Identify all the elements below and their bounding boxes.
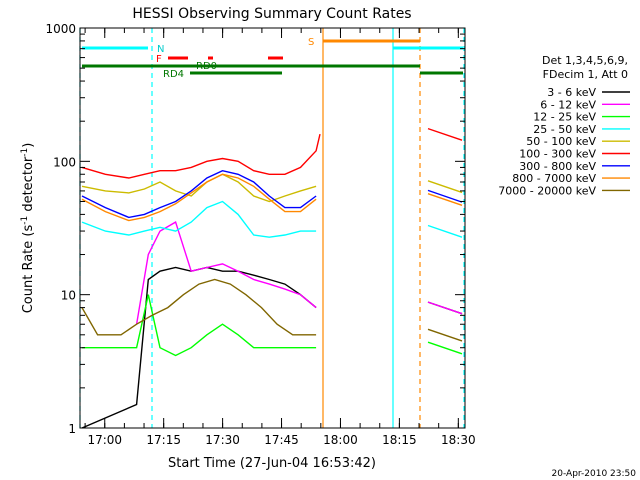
series-1 <box>135 221 463 325</box>
annotation-RD0: RD0 <box>196 61 217 72</box>
series-late-segment <box>427 193 463 206</box>
series-line <box>81 266 317 429</box>
footer-date: 20-Apr-2010 23:50 <box>552 469 637 479</box>
series-late-segment <box>427 180 463 194</box>
series-line <box>81 173 317 222</box>
legend-header-1: Det 1,3,4,5,6,9, <box>542 54 628 67</box>
x-tick-label: 17:00 <box>87 433 122 447</box>
y-axis-label: Count Rate (s-1 detector-1) <box>20 143 36 314</box>
annotation-RD4: RD4 <box>163 69 184 80</box>
series-3 <box>81 200 463 238</box>
x-axis-label: Start Time (27-Jun-04 16:53:42) <box>168 456 376 471</box>
legend: Det 1,3,4,5,6,9, FDecim 1, Att 0 3 - 6 k… <box>498 54 630 197</box>
chart-title: HESSI Observing Summary Count Rates <box>132 6 411 22</box>
y-tick-label: 1 <box>68 422 76 436</box>
legend-label: 50 - 100 keV <box>526 135 596 148</box>
series-late-segment <box>427 127 463 141</box>
y-tick-label: 10 <box>61 289 76 303</box>
x-tick-label: 18:00 <box>323 433 358 447</box>
legend-header-2: FDecim 1, Att 0 <box>543 68 628 81</box>
series-line <box>135 221 317 325</box>
series-late-segment <box>427 301 463 315</box>
series-late-segment <box>427 341 463 355</box>
plot-area: NF RD0 RD4 S <box>79 28 465 429</box>
legend-label: 25 - 50 keV <box>533 123 596 136</box>
series-7 <box>81 173 463 222</box>
y-axis: 1 10 100 1000 <box>45 22 465 436</box>
x-tick-label: 18:15 <box>382 433 417 447</box>
plot-frame <box>79 27 466 429</box>
series-line <box>81 278 317 336</box>
x-tick-label: 17:45 <box>264 433 299 447</box>
legend-label: 800 - 7000 keV <box>512 172 596 185</box>
annotation-F: F <box>156 54 162 65</box>
series-late-segment <box>427 328 463 342</box>
series-line <box>81 133 321 179</box>
series-line <box>82 294 317 357</box>
legend-label: 100 - 300 keV <box>519 148 596 161</box>
legend-label: 12 - 25 keV <box>533 111 596 124</box>
x-tick-label: 18:30 <box>441 433 476 447</box>
series-line <box>81 200 317 238</box>
x-tick-label: 17:30 <box>205 433 240 447</box>
y-tick-label: 1000 <box>45 22 76 36</box>
series-2 <box>82 294 463 357</box>
x-axis: 17:00 17:15 17:30 17:45 18:00 18:15 18:30 <box>84 28 476 447</box>
series-line <box>81 169 317 219</box>
legend-label: 7000 - 20000 keV <box>498 184 596 197</box>
annotation-S: S <box>308 37 314 48</box>
legend-label: 3 - 6 keV <box>547 86 596 99</box>
series-late-segment <box>427 224 463 238</box>
series-late-segment <box>427 189 463 203</box>
legend-label: 6 - 12 keV <box>540 98 596 111</box>
y-tick-label: 100 <box>53 155 76 169</box>
series-6 <box>81 169 463 219</box>
annotation-N: N <box>157 44 164 55</box>
series-5 <box>81 127 463 179</box>
legend-label: 300 - 800 keV <box>519 160 596 173</box>
x-tick-label: 17:15 <box>146 433 181 447</box>
series-8 <box>81 278 463 342</box>
